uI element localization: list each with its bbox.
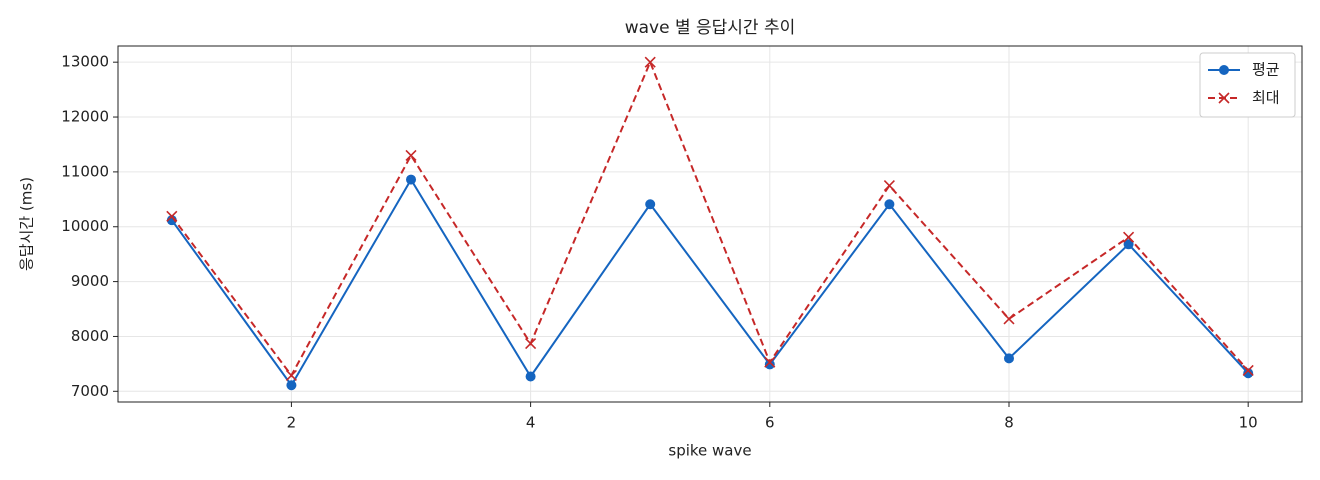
legend-frame [1199, 52, 1296, 118]
x-axis-label: spike wave [668, 442, 751, 460]
marker [286, 380, 297, 391]
marker [1242, 364, 1254, 377]
marker [166, 210, 178, 222]
y-axis-label: 응답시간 (ms) [18, 177, 36, 271]
marker [525, 338, 537, 350]
marker [883, 180, 895, 192]
x-tick-label: 6 [765, 414, 775, 432]
series-line [171, 177, 1249, 388]
x-tick-label: 8 [1004, 414, 1014, 432]
y-tick-label: 10000 [61, 217, 109, 235]
marker [285, 369, 297, 381]
marker [1003, 353, 1014, 364]
marker [1243, 368, 1254, 379]
marker [644, 56, 656, 68]
legend-marker [1219, 65, 1229, 75]
y-tick-label: 8000 [71, 327, 109, 345]
legend-marker [1218, 92, 1230, 104]
marker [406, 174, 417, 185]
marker [645, 199, 656, 210]
series-line [171, 59, 1249, 378]
chart-title: wave 별 응답시간 추이 [625, 18, 796, 38]
y-tick-label: 13000 [61, 53, 109, 71]
marker [764, 359, 775, 370]
y-tick-label: 7000 [71, 382, 109, 400]
x-tick-label: 4 [526, 414, 536, 432]
y-tick-label: 9000 [71, 272, 109, 290]
marker [764, 356, 776, 368]
marker [166, 215, 177, 226]
legend-label: 평균 [1252, 61, 1280, 79]
plot-frame [117, 45, 1303, 403]
x-tick-label: 2 [287, 414, 297, 432]
x-tick-label: 10 [1239, 414, 1258, 432]
marker [1003, 313, 1015, 325]
marker [884, 199, 895, 210]
y-tick-label: 12000 [61, 108, 109, 126]
marker [1123, 231, 1135, 243]
marker [1123, 239, 1134, 250]
y-tick-label: 11000 [61, 162, 109, 180]
marker [525, 371, 536, 382]
legend-label: 최대 [1252, 89, 1280, 107]
marker [405, 149, 417, 161]
